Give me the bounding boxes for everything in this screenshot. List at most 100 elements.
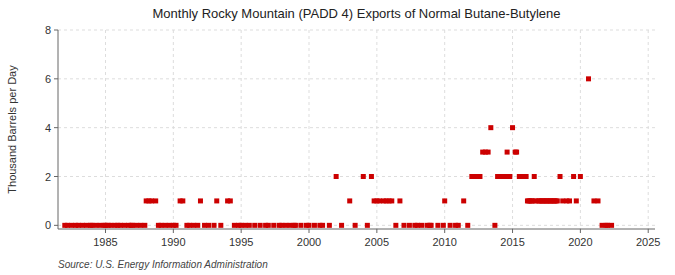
x-axis: 198519901995200020052010201520202025 bbox=[93, 229, 660, 248]
y-tick-label: 8 bbox=[45, 24, 51, 36]
point bbox=[567, 198, 572, 203]
points bbox=[62, 76, 614, 228]
y-grid-line bbox=[58, 30, 655, 31]
point bbox=[477, 174, 482, 179]
point bbox=[456, 223, 461, 228]
point bbox=[174, 223, 179, 228]
point bbox=[361, 174, 366, 179]
point bbox=[142, 223, 147, 228]
point bbox=[429, 223, 434, 228]
point bbox=[307, 223, 312, 228]
point bbox=[334, 174, 339, 179]
title: Monthly Rocky Mountain (PADD 4) Exports … bbox=[153, 6, 561, 21]
chart-container: Monthly Rocky Mountain (PADD 4) Exports … bbox=[0, 0, 675, 275]
point bbox=[389, 198, 394, 203]
x-tick-label: 2000 bbox=[297, 236, 321, 248]
y-axis-label: Thousand Barrels per Day bbox=[6, 65, 18, 194]
point bbox=[198, 198, 203, 203]
y-grid-line bbox=[58, 176, 655, 177]
y-tick-label: 2 bbox=[45, 171, 51, 183]
point bbox=[393, 223, 398, 228]
x-tick bbox=[241, 229, 242, 233]
x-grid-line bbox=[241, 30, 242, 229]
point bbox=[532, 174, 537, 179]
point bbox=[298, 223, 303, 228]
x-tick bbox=[173, 229, 174, 233]
point bbox=[578, 174, 583, 179]
x-tick bbox=[105, 229, 106, 233]
point bbox=[353, 223, 358, 228]
x-tick bbox=[444, 229, 445, 233]
point bbox=[312, 223, 317, 228]
y-tick bbox=[54, 78, 58, 79]
x-tick bbox=[512, 229, 513, 233]
y-tick bbox=[54, 176, 58, 177]
point bbox=[271, 223, 276, 228]
x-grid-line bbox=[648, 30, 649, 229]
point bbox=[448, 223, 453, 228]
point bbox=[524, 174, 529, 179]
point bbox=[465, 223, 470, 228]
point bbox=[180, 198, 185, 203]
point bbox=[461, 198, 466, 203]
point bbox=[293, 223, 298, 228]
x-grid-line bbox=[105, 30, 106, 229]
annotation: Source: U.S. Energy Information Administ… bbox=[58, 259, 268, 270]
x-tick-label: 1990 bbox=[161, 236, 185, 248]
x-tick-label: 1995 bbox=[229, 236, 253, 248]
point bbox=[419, 223, 424, 228]
point bbox=[486, 150, 491, 155]
y-tick-label: 4 bbox=[45, 122, 51, 134]
y-grid-line bbox=[58, 78, 655, 79]
y-tick-label: 6 bbox=[45, 73, 51, 85]
x-grid-line bbox=[173, 30, 174, 229]
point bbox=[247, 223, 252, 228]
x-grid-line bbox=[309, 30, 310, 229]
point bbox=[266, 223, 271, 228]
point bbox=[347, 198, 352, 203]
point bbox=[397, 198, 402, 203]
point bbox=[401, 223, 406, 228]
point bbox=[369, 174, 374, 179]
point bbox=[609, 223, 614, 228]
point bbox=[214, 198, 219, 203]
point bbox=[327, 223, 332, 228]
x-tick-label: 2005 bbox=[365, 236, 389, 248]
point bbox=[218, 223, 223, 228]
y-axis: 02468 bbox=[45, 24, 58, 231]
x-tick bbox=[309, 229, 310, 233]
point bbox=[195, 223, 200, 228]
point bbox=[505, 150, 510, 155]
x-axis-line bbox=[58, 229, 655, 230]
x-tick-label: 1985 bbox=[93, 236, 117, 248]
point bbox=[507, 174, 512, 179]
y-tick bbox=[54, 225, 58, 226]
point bbox=[442, 198, 447, 203]
point bbox=[365, 223, 370, 228]
x-tick-label: 2025 bbox=[636, 236, 660, 248]
x-tick-label: 2020 bbox=[568, 236, 592, 248]
point bbox=[339, 223, 344, 228]
point bbox=[558, 174, 563, 179]
point bbox=[212, 223, 217, 228]
point bbox=[441, 223, 446, 228]
chart-svg: Monthly Rocky Mountain (PADD 4) Exports … bbox=[0, 0, 675, 275]
point bbox=[555, 198, 560, 203]
y-tick bbox=[54, 30, 58, 31]
point bbox=[320, 223, 325, 228]
point bbox=[435, 223, 440, 228]
point bbox=[206, 223, 211, 228]
point bbox=[514, 150, 519, 155]
x-tick-label: 2015 bbox=[500, 236, 524, 248]
point bbox=[492, 223, 497, 228]
y-grid-line bbox=[58, 127, 655, 128]
x-tick bbox=[648, 229, 649, 233]
grid bbox=[58, 30, 655, 229]
point bbox=[488, 125, 493, 130]
point bbox=[258, 223, 263, 228]
x-grid-line bbox=[580, 30, 581, 229]
point bbox=[228, 198, 233, 203]
y-tick bbox=[54, 127, 58, 128]
point bbox=[586, 76, 591, 81]
point bbox=[153, 198, 158, 203]
